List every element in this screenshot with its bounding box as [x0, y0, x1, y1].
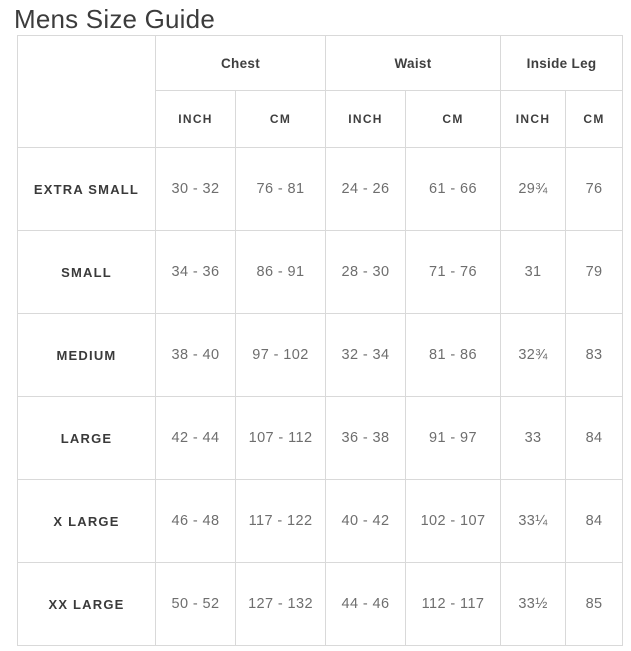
header-group-chest: Chest	[154, 35, 327, 91]
cell-waist-cm: 71 - 76	[405, 230, 502, 314]
table-row: SMALL 34 - 36 86 - 91 28 - 30 71 - 76 31…	[17, 230, 624, 314]
table-row: X LARGE 46 - 48 117 - 122 40 - 42 102 - …	[17, 479, 624, 563]
cell-leg-inch: 33¼	[500, 479, 567, 563]
header-unit-waist-cm: CM	[405, 90, 502, 148]
header-unit-chest-inch: INCH	[155, 90, 236, 148]
cell-waist-inch: 44 - 46	[325, 562, 407, 646]
cell-chest-cm: 97 - 102	[234, 313, 327, 397]
cell-leg-cm: 84	[565, 479, 624, 563]
cell-leg-cm: 85	[565, 562, 624, 646]
cell-waist-inch: 40 - 42	[325, 479, 407, 563]
table-row: MEDIUM 38 - 40 97 - 102 32 - 34 81 - 86 …	[17, 313, 624, 397]
cell-leg-inch: 29¾	[500, 147, 567, 231]
cell-leg-inch: 31	[500, 230, 567, 314]
size-guide-table: Chest Waist Inside Leg INCH CM INCH CM I…	[17, 35, 624, 646]
header-corner-cell	[17, 35, 156, 148]
header-unit-waist-inch: INCH	[325, 90, 407, 148]
cell-leg-cm: 83	[565, 313, 624, 397]
table-body: EXTRA SMALL 30 - 32 76 - 81 24 - 26 61 -…	[17, 147, 624, 646]
size-label: XX LARGE	[17, 562, 156, 646]
cell-chest-cm: 107 - 112	[234, 396, 327, 480]
cell-waist-inch: 32 - 34	[325, 313, 407, 397]
cell-waist-cm: 112 - 117	[405, 562, 502, 646]
table-header: Chest Waist Inside Leg INCH CM INCH CM I…	[17, 35, 624, 148]
header-group-inside-leg: Inside Leg	[500, 35, 624, 91]
cell-chest-inch: 46 - 48	[155, 479, 236, 563]
table-row: XX LARGE 50 - 52 127 - 132 44 - 46 112 -…	[17, 562, 624, 646]
cell-leg-inch: 33	[500, 396, 567, 480]
cell-chest-cm: 117 - 122	[234, 479, 327, 563]
header-group-waist: Waist	[325, 35, 502, 91]
page-title: Mens Size Guide	[14, 4, 215, 34]
cell-leg-cm: 79	[565, 230, 624, 314]
table-row: EXTRA SMALL 30 - 32 76 - 81 24 - 26 61 -…	[17, 147, 624, 231]
size-label: MEDIUM	[17, 313, 156, 397]
cell-chest-cm: 76 - 81	[234, 147, 327, 231]
cell-leg-inch: 32¾	[500, 313, 567, 397]
cell-waist-cm: 91 - 97	[405, 396, 502, 480]
size-label: EXTRA SMALL	[17, 147, 156, 231]
header-unit-leg-inch: INCH	[500, 90, 567, 148]
measurement-group-row: Chest Waist Inside Leg	[17, 35, 624, 148]
size-label: LARGE	[17, 396, 156, 480]
cell-chest-inch: 30 - 32	[155, 147, 236, 231]
size-label: SMALL	[17, 230, 156, 314]
cell-waist-cm: 81 - 86	[405, 313, 502, 397]
cell-chest-inch: 50 - 52	[155, 562, 236, 646]
header-unit-chest-cm: CM	[234, 90, 327, 148]
header-unit-leg-cm: CM	[565, 90, 624, 148]
cell-waist-cm: 61 - 66	[405, 147, 502, 231]
measurement-unit-row: INCH CM INCH CM INCH CM	[18, 90, 624, 148]
cell-leg-cm: 76	[565, 147, 624, 231]
cell-chest-inch: 42 - 44	[155, 396, 236, 480]
cell-chest-inch: 38 - 40	[155, 313, 236, 397]
cell-chest-cm: 86 - 91	[234, 230, 327, 314]
cell-chest-inch: 34 - 36	[155, 230, 236, 314]
size-label: X LARGE	[17, 479, 156, 563]
cell-waist-inch: 36 - 38	[325, 396, 407, 480]
table-row: LARGE 42 - 44 107 - 112 36 - 38 91 - 97 …	[17, 396, 624, 480]
cell-waist-inch: 28 - 30	[325, 230, 407, 314]
cell-leg-inch: 33½	[500, 562, 567, 646]
cell-waist-cm: 102 - 107	[405, 479, 502, 563]
cell-chest-cm: 127 - 132	[234, 562, 327, 646]
cell-waist-inch: 24 - 26	[325, 147, 407, 231]
cell-leg-cm: 84	[565, 396, 624, 480]
